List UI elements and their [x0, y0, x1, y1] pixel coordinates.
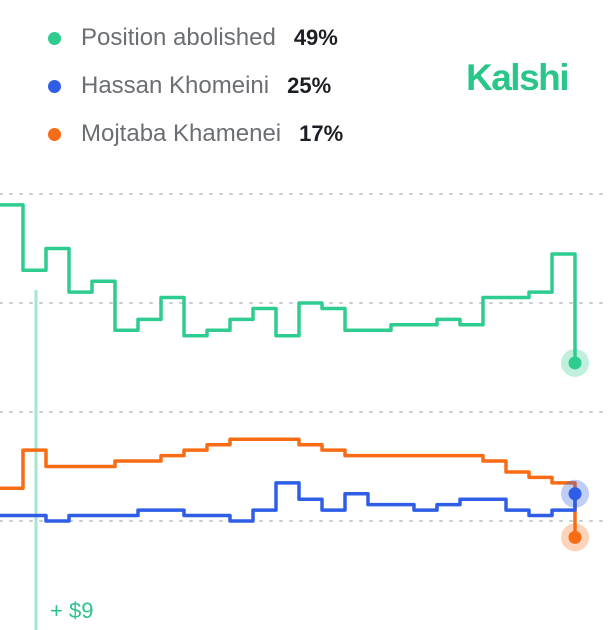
legend-label: Hassan Khomeini: [81, 72, 270, 99]
series-line-mojtaba-khamenei: [0, 437, 577, 540]
series-color-dot: [48, 31, 61, 45]
legend-label: Position abolished: [81, 24, 276, 51]
legend-value: 25%: [287, 73, 332, 98]
series-line-hassan-khomeini: [0, 481, 577, 523]
legend-item-hassan-khomeini[interactable]: Hassan Khomeini 25%: [48, 62, 343, 110]
trade-marker-label: + $9: [50, 598, 94, 623]
endpoint-dot-mojtaba-khamenei: [568, 530, 582, 544]
legend-item-mojtaba-khamenei[interactable]: Mojtaba Khamenei 17%: [48, 110, 343, 158]
legend-label: Mojtaba Khamenei: [81, 120, 282, 147]
series-color-dot: [48, 79, 61, 93]
series-color-dot: [48, 127, 61, 141]
chart-legend: Position abolished 49% Hassan Khomeini 2…: [48, 14, 343, 158]
legend-value: 17%: [299, 121, 344, 146]
series-line-position-abolished: [0, 203, 577, 365]
kalshi-logo: Kalshi: [466, 57, 570, 98]
endpoint-dot-hassan-khomeini: [568, 487, 582, 501]
legend-item-position-abolished[interactable]: Position abolished 49%: [48, 14, 343, 62]
endpoint-dot-position-abolished: [568, 356, 582, 370]
legend-value: 49%: [293, 25, 338, 50]
